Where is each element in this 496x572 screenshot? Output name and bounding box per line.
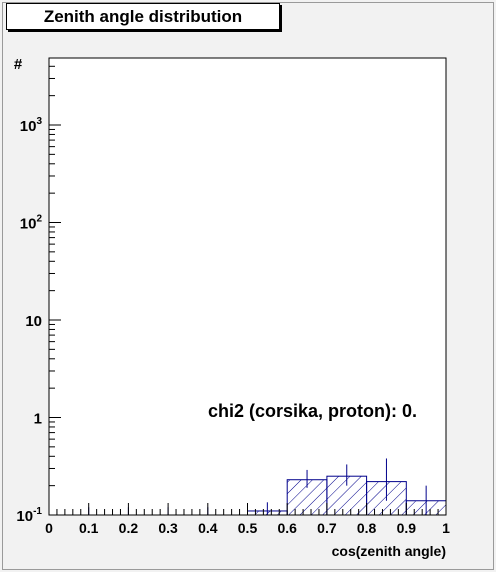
plot-area: [49, 58, 446, 515]
y-tick-label: 10-1: [16, 506, 42, 525]
chi2-annotation: chi2 (corsika, proton): 0.: [208, 401, 417, 421]
y-tick-label: 103: [20, 116, 43, 135]
x-tick-label: 0: [45, 520, 53, 536]
x-axis-label: cos(zenith angle): [332, 543, 446, 559]
y-tick-label: 1: [34, 411, 42, 428]
x-tick-label: 0.5: [238, 520, 258, 536]
x-tick-label: 0.8: [357, 520, 377, 536]
y-tick-label: 10: [25, 313, 42, 330]
chart-title: Zenith angle distribution: [6, 3, 280, 30]
x-tick-label: 0.3: [158, 520, 178, 536]
x-tick-label: 0.2: [119, 520, 139, 536]
y-axis-label: #: [14, 56, 23, 73]
x-tick-label: 0.1: [79, 520, 99, 536]
x-tick-label: 1: [442, 520, 450, 536]
x-tick-label: 0.7: [317, 520, 337, 536]
x-tick-label: 0.6: [277, 520, 297, 536]
y-tick-label: 102: [20, 214, 43, 233]
x-tick-label: 0.9: [397, 520, 417, 536]
x-tick-label: 0.4: [198, 520, 218, 536]
